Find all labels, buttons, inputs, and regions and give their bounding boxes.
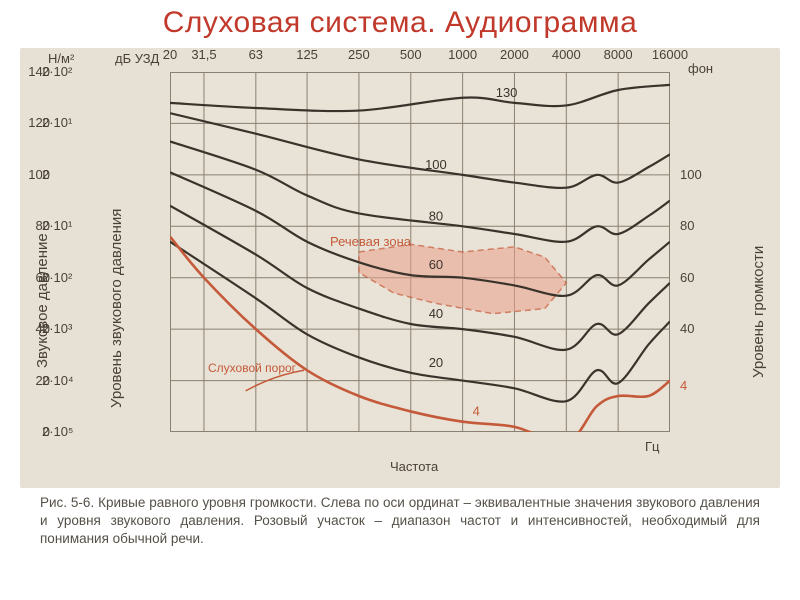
tick-label: 80 [20, 219, 50, 232]
tick-label: 2·10² [42, 65, 97, 78]
svg-text:20: 20 [429, 355, 443, 370]
tick-label: 120 [20, 116, 50, 129]
tick-label: 250 [348, 48, 370, 61]
tick-label: 4 [680, 379, 687, 392]
tick-label: 500 [400, 48, 422, 61]
tick-label: 100 [20, 168, 50, 181]
svg-text:80: 80 [429, 208, 443, 223]
speech-zone [359, 244, 566, 313]
speech-zone-label: Речевая зона [330, 234, 411, 249]
unit-spl: дБ УЗД [115, 52, 159, 65]
tick-label: 100 [680, 168, 702, 181]
threshold-label: Слуховой порог [208, 361, 296, 375]
tick-label: 20 [20, 374, 50, 387]
ylabel-loudness: Уровень громкости [750, 246, 767, 378]
audiogram-figure: Н/м² дБ УЗД фон Гц Звуковое давление Уро… [20, 48, 780, 488]
svg-text:4: 4 [473, 404, 480, 419]
tick-label: 2 [42, 168, 97, 181]
svg-text:100: 100 [425, 157, 447, 172]
ylabel-spl: Уровень звукового давления [108, 209, 125, 408]
tick-label: 20 [163, 48, 177, 61]
tick-label: 1000 [448, 48, 477, 61]
unit-hz: Гц [645, 440, 660, 453]
tick-label: 125 [296, 48, 318, 61]
tick-label: 63 [249, 48, 263, 61]
xlabel: Частота [390, 460, 438, 473]
tick-label: 2000 [500, 48, 529, 61]
tick-label: 140 [20, 65, 50, 78]
ylabel-pressure: Звуковое давление [34, 233, 51, 368]
caption-text: Кривые равного уровня громкости. Слева п… [40, 495, 760, 546]
tick-label: 40 [680, 322, 694, 335]
tick-label: 60 [20, 271, 50, 284]
tick-label: 2·10⁵ [42, 425, 97, 438]
tick-label: 16000 [652, 48, 688, 61]
tick-label: 2·10² [42, 271, 97, 284]
tick-label: 60 [680, 271, 694, 284]
caption-prefix: Рис. 5-6. [40, 495, 94, 510]
plot-svg: 130 100 80 60 40 20 4 [170, 72, 670, 432]
tick-label: 4000 [552, 48, 581, 61]
tick-label: 31,5 [191, 48, 216, 61]
figure-caption: Рис. 5-6. Кривые равного уровня громкост… [40, 494, 760, 549]
tick-label: 2·10⁴ [42, 374, 97, 387]
svg-text:40: 40 [429, 306, 443, 321]
tick-label: 2·10¹ [42, 219, 97, 232]
tick-label: 8000 [604, 48, 633, 61]
tick-label: 2·10³ [42, 322, 97, 335]
tick-label: 2·10¹ [42, 116, 97, 129]
tick-label: 40 [20, 322, 50, 335]
plot-area: 130 100 80 60 40 20 4 [170, 72, 670, 432]
tick-label: 80 [680, 219, 694, 232]
page-title: Слуховая система. Аудиограмма [0, 6, 800, 40]
unit-phon: фон [688, 62, 713, 75]
svg-text:130: 130 [496, 85, 518, 100]
svg-text:60: 60 [429, 257, 443, 272]
tick-label: 0 [20, 425, 50, 438]
